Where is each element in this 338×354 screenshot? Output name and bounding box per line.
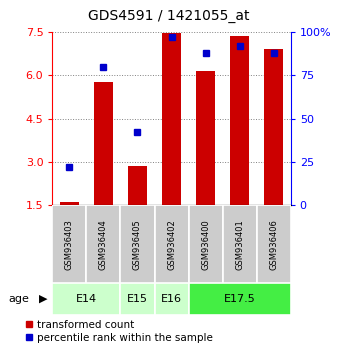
Bar	[94, 82, 113, 205]
Bar	[120, 283, 154, 315]
Text: GSM936402: GSM936402	[167, 219, 176, 270]
Text: GSM936403: GSM936403	[65, 219, 74, 270]
Bar	[162, 33, 181, 205]
Bar	[154, 283, 189, 315]
Bar	[52, 205, 87, 283]
Bar	[223, 205, 257, 283]
Legend: transformed count, percentile rank within the sample: transformed count, percentile rank withi…	[25, 320, 213, 343]
Text: GSM936401: GSM936401	[235, 219, 244, 270]
Text: GSM936400: GSM936400	[201, 219, 210, 270]
Bar	[189, 283, 291, 315]
Bar	[264, 49, 283, 205]
Bar	[128, 166, 147, 205]
Text: age: age	[8, 294, 29, 304]
Text: GDS4591 / 1421055_at: GDS4591 / 1421055_at	[88, 9, 250, 23]
Bar	[87, 205, 120, 283]
Text: E14: E14	[76, 294, 97, 304]
Text: GSM936406: GSM936406	[269, 219, 278, 270]
Bar	[52, 283, 120, 315]
Text: ▶: ▶	[39, 294, 47, 304]
Text: E15: E15	[127, 294, 148, 304]
Bar	[154, 205, 189, 283]
Text: GSM936404: GSM936404	[99, 219, 108, 270]
Text: GSM936405: GSM936405	[133, 219, 142, 270]
Bar	[230, 36, 249, 205]
Bar	[189, 205, 223, 283]
Bar	[120, 205, 154, 283]
Bar	[196, 71, 215, 205]
Bar	[60, 202, 79, 205]
Text: E16: E16	[161, 294, 182, 304]
Bar	[257, 205, 291, 283]
Text: E17.5: E17.5	[224, 294, 256, 304]
